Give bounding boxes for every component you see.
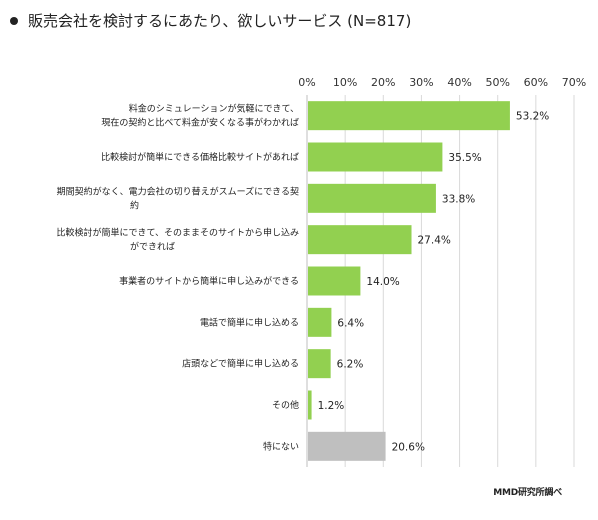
data-label: 33.8% xyxy=(442,193,475,205)
x-tick-label: 40% xyxy=(447,76,471,89)
category-label: 特にない xyxy=(263,440,299,452)
bar xyxy=(308,266,361,296)
category-label: 料金のシミュレーションが気軽にできて、 xyxy=(129,103,299,115)
x-tick-label: 70% xyxy=(562,76,586,89)
data-label: 27.4% xyxy=(418,235,451,247)
bar xyxy=(308,183,436,213)
bar xyxy=(308,101,510,131)
bar xyxy=(308,307,332,337)
x-tick-label: 0% xyxy=(298,76,315,89)
source-note: MMD研究所調べ xyxy=(493,488,562,498)
bar xyxy=(308,349,331,379)
x-tick-label: 60% xyxy=(524,76,548,89)
x-tick-label: 30% xyxy=(409,76,433,89)
bullet-icon xyxy=(10,16,18,25)
category-label: 現在の契約と比べて料金が安くなる事がわかれば xyxy=(101,117,299,129)
x-tick-label: 50% xyxy=(485,76,509,89)
data-label: 53.2% xyxy=(516,111,549,123)
chart-title-text: 販売会社を検討するにあたり、欲しいサービス (N=817) xyxy=(28,12,412,30)
category-label: 店頭などで簡単に申し込める xyxy=(182,358,299,370)
x-tick-label: 10% xyxy=(333,76,357,89)
bar xyxy=(308,225,412,255)
data-label: 1.2% xyxy=(318,400,345,412)
data-label: 6.2% xyxy=(337,359,364,371)
chart-title: 販売会社を検討するにあたり、欲しいサービス (N=817) xyxy=(10,10,411,31)
category-label: 約 xyxy=(130,199,139,211)
category-label: 電話で簡単に申し込める xyxy=(200,316,299,328)
category-label: その他 xyxy=(272,399,299,411)
data-label: 6.4% xyxy=(337,317,364,329)
x-tick-label: 20% xyxy=(371,76,395,89)
category-label: 比較検討が簡単にできる価格比較サイトがあれば xyxy=(101,151,299,163)
category-label: 比較検討が簡単にできて、そのままそのサイトから申し込み xyxy=(56,227,299,239)
category-label: 事業者のサイトから簡単に申し込みができる xyxy=(119,275,299,287)
bar xyxy=(308,142,443,172)
data-label: 35.5% xyxy=(448,152,481,164)
bar xyxy=(308,431,386,461)
data-label: 14.0% xyxy=(366,276,399,288)
category-label: ができれば xyxy=(130,241,175,253)
bar xyxy=(308,390,312,420)
category-label: 期間契約がなく、電力会社の切り替えがスムーズにできる契 xyxy=(57,185,299,197)
data-label: 20.6% xyxy=(392,441,425,453)
